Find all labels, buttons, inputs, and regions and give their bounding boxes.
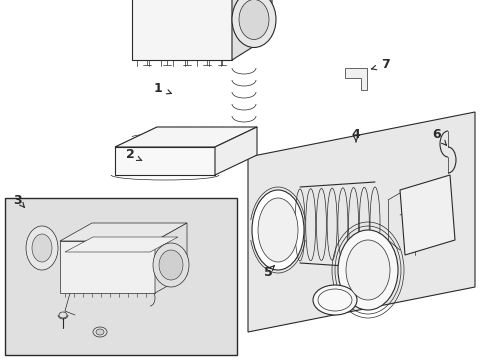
Polygon shape [60, 223, 186, 241]
Ellipse shape [337, 230, 397, 310]
Text: 3: 3 [14, 194, 22, 207]
Ellipse shape [26, 226, 58, 270]
Ellipse shape [239, 0, 268, 40]
Text: 6: 6 [432, 129, 440, 141]
Ellipse shape [93, 327, 107, 337]
Ellipse shape [251, 190, 304, 270]
Ellipse shape [32, 234, 52, 262]
Polygon shape [115, 147, 215, 175]
Text: 1: 1 [153, 81, 162, 94]
Text: 5: 5 [263, 266, 272, 279]
Ellipse shape [153, 243, 189, 287]
Polygon shape [247, 112, 474, 332]
Text: 4: 4 [351, 129, 360, 141]
Bar [5, 198, 237, 355]
Polygon shape [155, 223, 186, 293]
Ellipse shape [96, 329, 104, 335]
Polygon shape [231, 0, 271, 60]
Ellipse shape [159, 250, 183, 280]
Polygon shape [345, 68, 366, 90]
Ellipse shape [258, 198, 297, 262]
Ellipse shape [231, 0, 275, 48]
Text: 2: 2 [125, 148, 134, 162]
Polygon shape [399, 175, 454, 255]
Polygon shape [60, 241, 155, 293]
Ellipse shape [312, 285, 356, 315]
Polygon shape [115, 127, 257, 147]
Text: 7: 7 [380, 58, 388, 72]
Polygon shape [132, 0, 231, 60]
Polygon shape [215, 127, 257, 175]
Polygon shape [65, 237, 178, 252]
Ellipse shape [59, 312, 67, 318]
Ellipse shape [346, 240, 389, 300]
